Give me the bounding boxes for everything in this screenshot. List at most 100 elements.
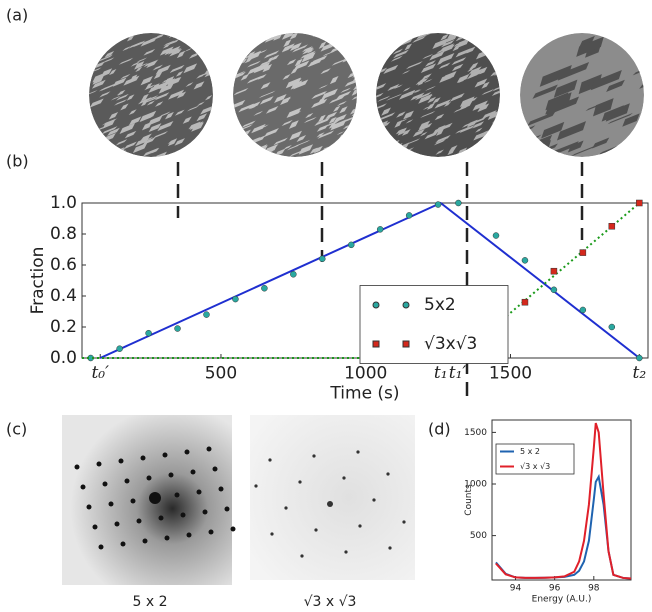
spot <box>174 492 180 498</box>
point <box>376 226 384 233</box>
domain <box>313 145 323 154</box>
domain <box>196 113 208 122</box>
domain <box>309 147 318 154</box>
domain <box>352 68 357 78</box>
domain <box>260 82 271 90</box>
domain <box>126 94 135 101</box>
domain <box>119 123 136 134</box>
domain <box>249 105 258 110</box>
domain <box>320 68 331 75</box>
domain <box>148 82 165 93</box>
domain <box>475 127 483 133</box>
domain <box>253 62 271 74</box>
domain <box>130 61 141 67</box>
domain <box>136 57 148 63</box>
y-tick-label: 0.8 <box>50 224 77 244</box>
domain <box>301 52 316 63</box>
domain <box>159 46 174 56</box>
domain <box>143 48 156 56</box>
domain <box>397 127 407 136</box>
domain <box>436 61 444 66</box>
spot <box>270 532 274 536</box>
domain <box>152 131 169 139</box>
x-tick-label: t₁′ <box>449 363 467 383</box>
domain <box>91 79 106 89</box>
domain <box>168 33 179 38</box>
spot <box>202 509 208 515</box>
domain <box>162 43 171 49</box>
domain <box>480 138 495 147</box>
spot <box>124 478 130 484</box>
domain <box>557 92 572 109</box>
spot <box>344 550 348 554</box>
domain <box>342 52 357 63</box>
domain <box>182 116 192 124</box>
domain <box>301 46 313 53</box>
micrograph-bg <box>233 33 357 157</box>
spot <box>402 520 406 524</box>
domain <box>387 83 400 92</box>
domain <box>579 35 595 48</box>
domain <box>253 135 266 144</box>
domain <box>434 113 445 121</box>
domain <box>592 98 614 117</box>
domain <box>352 120 357 131</box>
domain <box>207 33 213 39</box>
domain <box>576 36 604 57</box>
domain <box>556 121 587 141</box>
domain <box>176 91 187 99</box>
domain <box>176 50 186 59</box>
domain <box>402 87 411 92</box>
domain <box>378 33 395 45</box>
domain <box>300 50 316 59</box>
domain <box>206 141 213 147</box>
domain <box>286 107 302 118</box>
domain <box>466 119 478 128</box>
domain <box>475 153 483 157</box>
panel-label: (c) <box>6 420 27 439</box>
domain <box>135 66 143 72</box>
domain <box>421 73 432 80</box>
domain <box>325 111 338 120</box>
spot <box>372 498 376 502</box>
panel-label: (a) <box>6 6 28 25</box>
domain <box>312 33 325 37</box>
domain <box>432 38 449 50</box>
domain <box>436 128 445 136</box>
domain <box>106 33 123 40</box>
domain <box>97 54 113 62</box>
domain <box>167 33 175 37</box>
domain <box>233 99 246 110</box>
domain <box>438 62 451 70</box>
domain <box>143 59 159 68</box>
legend-marker <box>402 301 410 309</box>
domain <box>259 60 270 67</box>
domain <box>496 57 500 64</box>
domain <box>167 47 182 55</box>
domain <box>290 42 302 52</box>
domain <box>155 64 171 75</box>
domain <box>262 64 273 73</box>
domain <box>439 72 455 83</box>
domain <box>393 49 409 59</box>
domain <box>294 58 303 67</box>
spot <box>74 464 80 470</box>
domain <box>288 120 299 129</box>
domain <box>252 49 268 57</box>
domain <box>419 131 428 137</box>
y-tick-label: 0.4 <box>50 286 77 306</box>
legend-label: 5 x 2 <box>520 447 540 456</box>
domain <box>601 105 624 122</box>
domain <box>316 132 325 138</box>
point <box>521 298 529 306</box>
domain <box>163 40 175 47</box>
domain <box>318 41 327 49</box>
domain <box>144 84 155 91</box>
domain <box>158 111 171 118</box>
domain <box>318 114 326 123</box>
domain <box>189 121 204 131</box>
domain <box>424 131 439 140</box>
domain <box>391 33 404 41</box>
leed-image <box>62 415 232 585</box>
